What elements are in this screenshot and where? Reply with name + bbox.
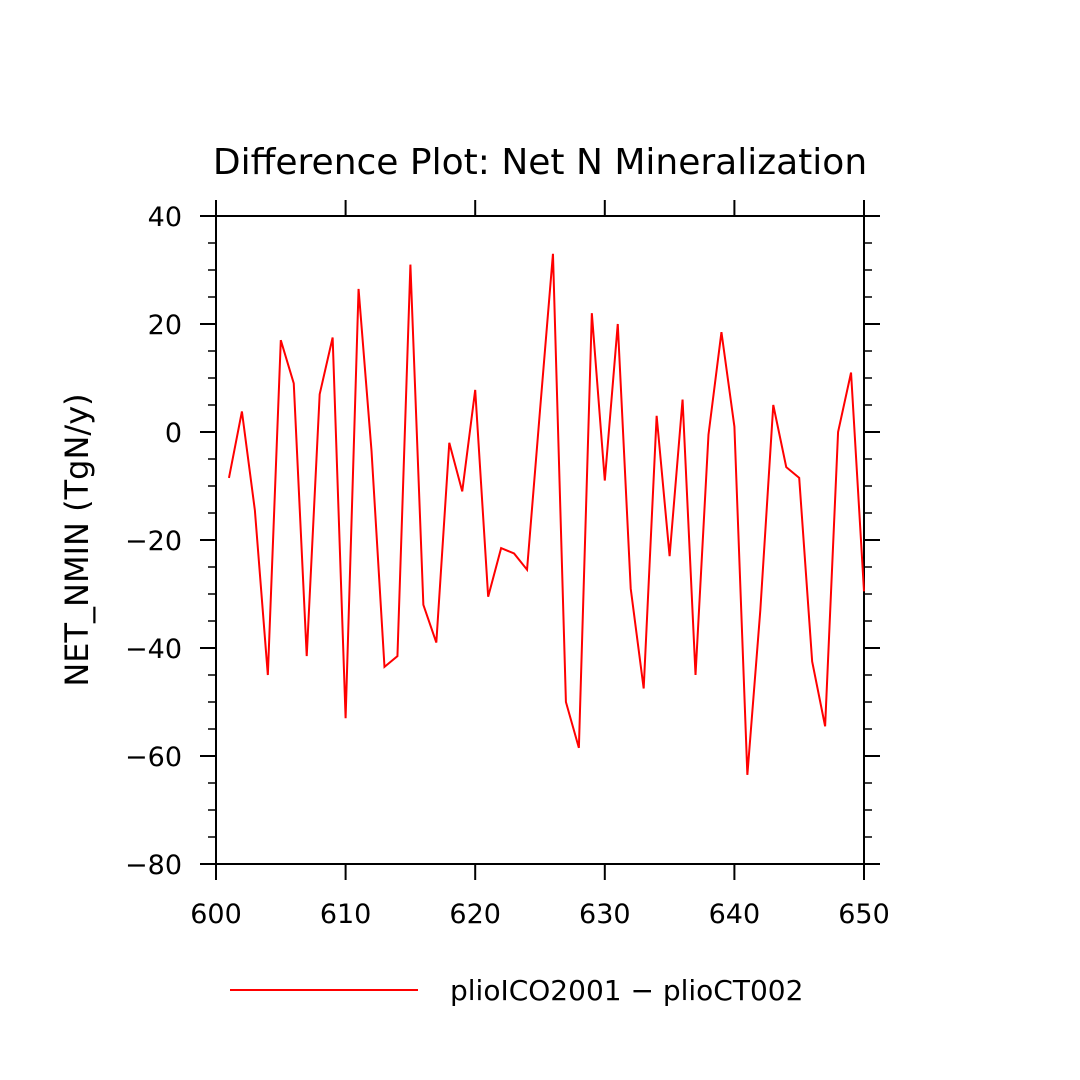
y-tick-label-20: 20 [148,310,182,341]
axis-ticks [200,200,880,880]
y-axis-label: NET_NMIN (TgN/y) [58,393,96,686]
y-tick-label--60: −60 [125,742,182,773]
x-tick-label-650: 650 [838,899,890,930]
y-tick-label--20: −20 [125,526,182,557]
y-tick-label-0: 0 [165,418,182,449]
tick-labels: 600 610 620 630 640 650 −80 −60 −40 −20 0 20 40 [125,202,890,930]
x-tick-label-620: 620 [449,899,501,930]
legend: plioICO2001 − plioCT002 [230,974,803,1007]
x-tick-label-600: 600 [190,899,242,930]
legend-label: plioICO2001 − plioCT002 [450,974,803,1007]
x-tick-label-640: 640 [709,899,761,930]
x-tick-label-610: 610 [320,899,372,930]
series-layer [227,253,865,775]
x-tick-label-630: 630 [579,899,631,930]
series-line-0 [227,253,865,775]
y-tick-label--40: −40 [125,634,182,665]
y-tick-label-40: 40 [148,202,182,233]
chart-title: Difference Plot: Net N Mineralization [213,142,867,183]
y-tick-label--80: −80 [125,850,182,881]
